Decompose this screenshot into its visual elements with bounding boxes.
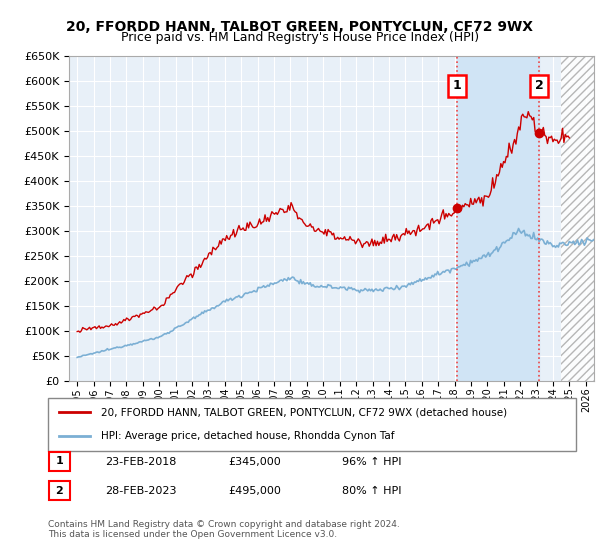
FancyBboxPatch shape [48,398,576,451]
Text: 28-FEB-2023: 28-FEB-2023 [105,486,176,496]
Text: £495,000: £495,000 [228,486,281,496]
Text: 2: 2 [535,80,544,92]
Text: 1: 1 [56,456,63,466]
Bar [457,56,539,381]
Text: HPI: Average price, detached house, Rhondda Cynon Taf: HPI: Average price, detached house, Rhon… [101,431,394,441]
Text: 23-FEB-2018: 23-FEB-2018 [105,457,176,467]
Text: 20, FFORDD HANN, TALBOT GREEN, PONTYCLUN, CF72 9WX (detached house): 20, FFORDD HANN, TALBOT GREEN, PONTYCLUN… [101,408,507,418]
Text: 96% ↑ HPI: 96% ↑ HPI [342,457,401,467]
Text: £345,000: £345,000 [228,457,281,467]
Text: Price paid vs. HM Land Registry's House Price Index (HPI): Price paid vs. HM Land Registry's House … [121,31,479,44]
Bar [561,31,600,381]
Text: Contains HM Land Registry data © Crown copyright and database right 2024.
This d: Contains HM Land Registry data © Crown c… [48,520,400,539]
Text: 2: 2 [56,486,63,496]
Text: 20, FFORDD HANN, TALBOT GREEN, PONTYCLUN, CF72 9WX: 20, FFORDD HANN, TALBOT GREEN, PONTYCLUN… [67,20,533,34]
Text: 80% ↑ HPI: 80% ↑ HPI [342,486,401,496]
Text: 1: 1 [452,80,461,92]
FancyBboxPatch shape [49,452,70,471]
FancyBboxPatch shape [49,481,70,500]
